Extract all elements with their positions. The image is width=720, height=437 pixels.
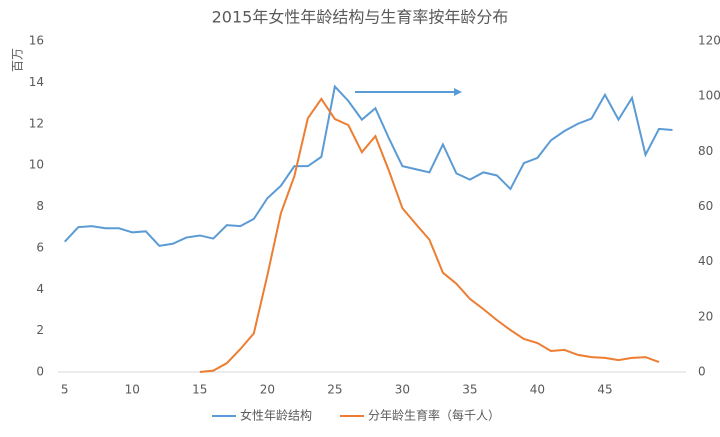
x-tick-label: 40 <box>530 383 545 397</box>
y2-tick-label: 100 <box>698 89 720 103</box>
y2-tick-label: 120 <box>698 34 720 48</box>
legend-label: 女性年龄结构 <box>240 408 312 423</box>
y-tick-label: 16 <box>29 34 44 48</box>
x-tick-label: 5 <box>61 383 69 397</box>
legend-label: 分年龄生育率（每千人） <box>368 408 500 423</box>
data-line <box>199 97 660 373</box>
y2-tick-label: 80 <box>698 144 713 158</box>
x-tick-label: 15 <box>192 383 207 397</box>
y-tick-label: 12 <box>29 116 44 130</box>
x-tick-label: 20 <box>260 383 275 397</box>
y2-tick-label: 40 <box>698 254 713 268</box>
y-tick-label: 6 <box>36 240 44 254</box>
y-tick-label: 10 <box>29 158 44 172</box>
x-tick-label: 45 <box>597 383 612 397</box>
data-line <box>64 84 673 247</box>
x-tick-label: 10 <box>125 383 140 397</box>
chart-title: 2015年女性年龄结构与生育率按年龄分布 <box>212 8 509 27</box>
x-tick-label: 30 <box>395 383 410 397</box>
y-tick-label: 14 <box>29 75 44 89</box>
y-tick-label: 4 <box>36 282 44 296</box>
y2-tick-label: 0 <box>698 365 706 379</box>
annotation-arrowhead <box>454 88 462 96</box>
x-tick-label: 25 <box>327 383 342 397</box>
y-axis-label: 百万 <box>11 48 25 72</box>
y-tick-label: 8 <box>36 199 44 213</box>
y2-tick-label: 60 <box>698 199 713 213</box>
x-tick-label: 35 <box>462 383 477 397</box>
y-tick-label: 0 <box>36 365 44 379</box>
y2-tick-label: 20 <box>698 309 713 323</box>
y-tick-label: 2 <box>36 323 44 337</box>
